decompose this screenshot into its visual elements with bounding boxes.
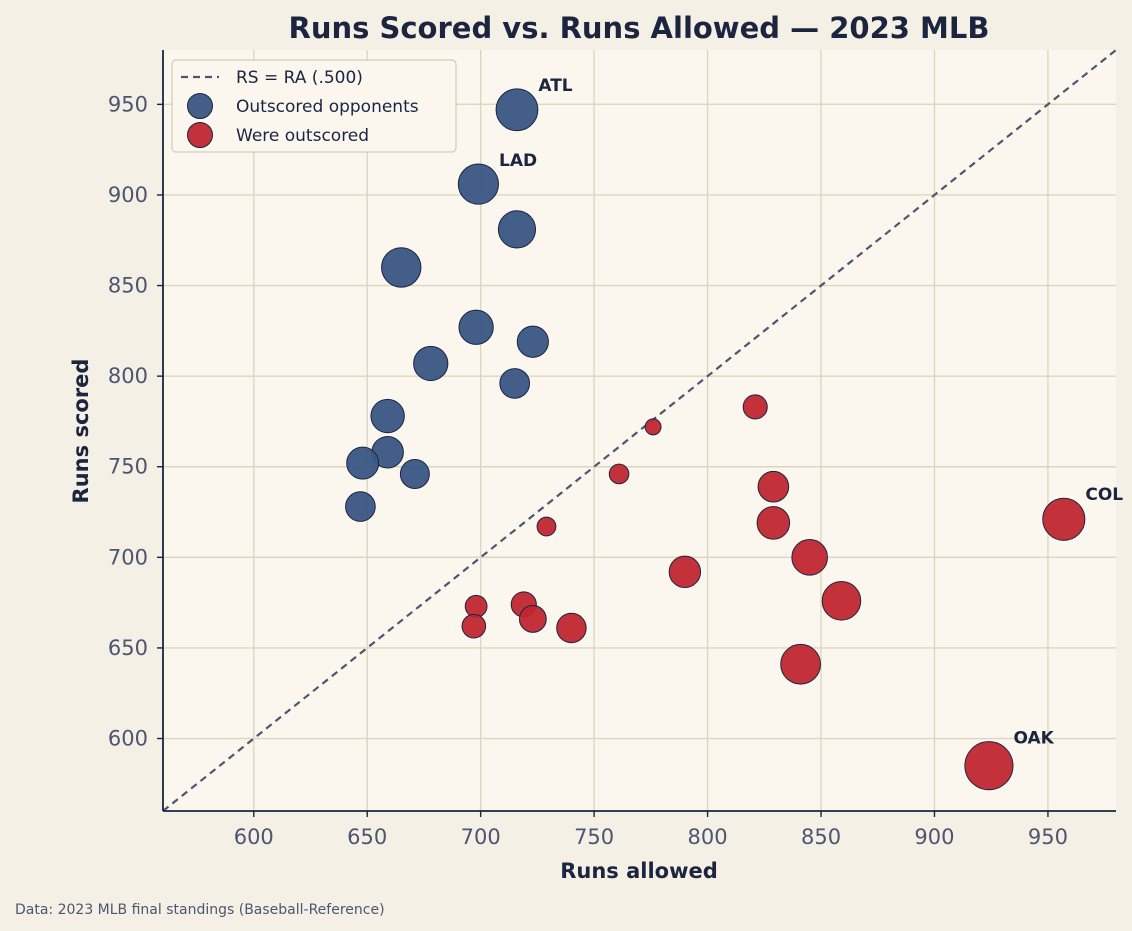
data-point-were-outscored-0 <box>742 394 768 420</box>
axes <box>162 50 1116 812</box>
legend-were-outscored-swatch <box>187 122 213 148</box>
legend-box <box>171 59 457 153</box>
x-tick-label-950: 950 <box>1028 825 1068 849</box>
y-tick-label-700: 700 <box>108 545 148 569</box>
y-tick-label-750: 750 <box>108 455 148 479</box>
point-label-lad: LAD <box>499 151 537 171</box>
data-point-were-outscored-14 <box>556 612 587 644</box>
data-point-outscored-5 <box>516 325 549 358</box>
legend-were-outscored-label: Were outscored <box>236 126 369 146</box>
x-tick-label-650: 650 <box>347 825 387 849</box>
y-axis-ticks: 600 650 700 750 800 850 900 950 <box>108 92 163 751</box>
plot-area <box>163 50 1116 811</box>
data-point-were-outscored-7 <box>791 539 828 576</box>
data-point-outscored-1 <box>457 163 499 205</box>
data-point-outscored-10 <box>346 446 380 480</box>
data-point-were-outscored-15 <box>780 643 821 685</box>
y-axis-label: Runs scored <box>69 359 93 504</box>
data-point-outscored-12 <box>345 491 376 522</box>
x-tick-label-600: 600 <box>234 825 274 849</box>
data-point-were-outscored-8 <box>668 555 702 589</box>
data-point-were-outscored-5 <box>756 506 791 540</box>
point-label-oak: OAK <box>1013 729 1054 749</box>
y-tick-label-650: 650 <box>108 636 148 660</box>
data-point-were-outscored-9 <box>821 581 862 621</box>
point-labels: ATL LAD COL OAK <box>499 76 1123 749</box>
point-label-col: COL <box>1085 485 1123 505</box>
x-tick-label-800: 800 <box>688 825 728 849</box>
legend-reference-label: RS = RA (.500) <box>236 68 363 88</box>
data-point-outscored-8 <box>370 398 405 434</box>
data-point-outscored-6 <box>413 345 449 382</box>
y-tick-label-600: 600 <box>108 727 148 751</box>
data-point-outscored-0 <box>495 88 539 132</box>
chart-title: Runs Scored vs. Runs Allowed — 2023 MLB <box>289 11 990 45</box>
x-tick-label-900: 900 <box>914 825 954 849</box>
data-point-were-outscored-13 <box>461 613 487 639</box>
x-axis-label: Runs allowed <box>560 859 718 883</box>
data-point-were-outscored-1 <box>644 418 662 436</box>
data-point-outscored-4 <box>458 309 494 345</box>
data-point-outscored-3 <box>381 247 422 288</box>
point-label-atl: ATL <box>538 76 572 96</box>
data-point-were-outscored-4 <box>1042 497 1086 541</box>
data-point-outscored-2 <box>497 210 537 249</box>
y-tick-label-900: 900 <box>108 183 148 207</box>
legend: RS = RA (.500) Outscored opponents Were … <box>171 59 457 153</box>
data-point-were-outscored-16 <box>964 741 1014 791</box>
data-point-were-outscored-3 <box>757 470 790 503</box>
data-point-outscored-7 <box>499 368 531 399</box>
source-caption: Data: 2023 MLB final standings (Baseball… <box>15 902 385 918</box>
data-point-outscored-11 <box>399 458 430 489</box>
legend-outscored-label: Outscored opponents <box>236 97 419 117</box>
y-tick-label-950: 950 <box>108 92 148 116</box>
y-tick-label-850: 850 <box>108 274 148 298</box>
data-point-were-outscored-12 <box>518 605 547 633</box>
x-axis-ticks: 600 650 700 750 800 850 900 950 <box>234 811 1068 849</box>
data-point-were-outscored-6 <box>536 516 557 537</box>
x-tick-label-700: 700 <box>461 825 501 849</box>
data-points <box>345 88 1086 791</box>
legend-outscored-swatch <box>187 93 213 119</box>
data-point-were-outscored-11 <box>464 594 488 618</box>
y-tick-label-800: 800 <box>108 364 148 388</box>
x-tick-label-750: 750 <box>574 825 614 849</box>
x-tick-label-850: 850 <box>801 825 841 849</box>
data-point-were-outscored-2 <box>608 463 630 485</box>
